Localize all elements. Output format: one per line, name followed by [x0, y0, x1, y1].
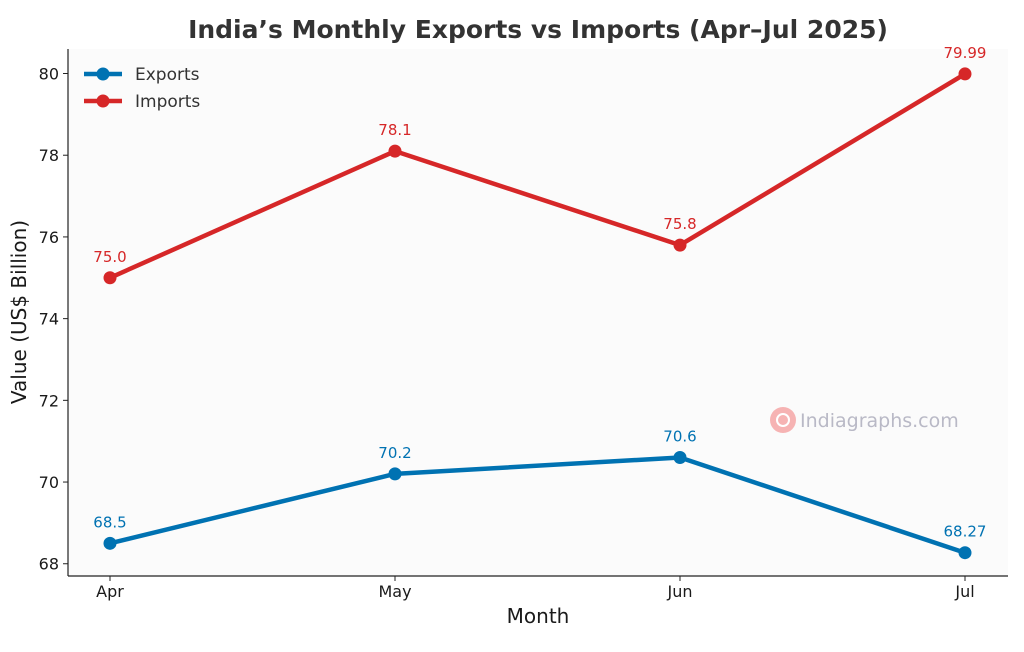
- plot-area: [68, 49, 1008, 576]
- series-imports: 75.0 78.1 75.8 79.99: [93, 44, 987, 285]
- watermark-logo-inner-icon: [776, 413, 790, 427]
- legend-item: Exports: [84, 65, 200, 85]
- x-tick-label: Jun: [667, 582, 693, 601]
- x-tick-label: May: [378, 582, 411, 601]
- legend-label: Imports: [135, 92, 200, 112]
- series-exports: 68.5 70.2 70.6 68.27: [93, 428, 986, 560]
- data-label: 79.99: [944, 44, 987, 62]
- y-tick-label: 74: [39, 310, 59, 329]
- y-tick-label: 72: [39, 391, 59, 410]
- data-label: 70.6: [663, 428, 696, 446]
- y-tick-label: 76: [39, 228, 59, 247]
- data-point: [103, 271, 117, 285]
- data-label: 75.8: [663, 215, 696, 233]
- y-tick-label: 70: [39, 473, 59, 492]
- y-axis-ticks: 68 70 72 74 76 78 80: [39, 65, 68, 574]
- legend-swatch-marker: [96, 67, 110, 81]
- series-layer: 68.5 70.2 70.6 68.27 75.0 78.1 75.8 79.99: [93, 44, 987, 560]
- y-tick-label: 80: [39, 65, 59, 84]
- chart-title: India’s Monthly Exports vs Imports (Apr–…: [188, 15, 888, 44]
- data-label: 70.2: [378, 444, 411, 462]
- data-point: [388, 144, 402, 158]
- legend-item: Imports: [84, 92, 200, 112]
- data-point: [388, 467, 402, 481]
- data-point: [958, 67, 972, 81]
- data-point: [673, 238, 687, 252]
- watermark: Indiagraphs.com: [770, 407, 959, 433]
- axes: [67, 49, 1008, 577]
- data-point: [958, 546, 972, 560]
- x-tick-label: Jul: [954, 582, 974, 601]
- legend-label: Exports: [135, 65, 200, 85]
- x-axis-ticks: Apr May Jun Jul: [96, 576, 975, 601]
- data-point: [103, 536, 117, 550]
- watermark-logo-icon: [770, 407, 796, 433]
- data-label: 68.5: [93, 513, 126, 531]
- data-label: 75.0: [93, 248, 126, 266]
- x-tick-label: Apr: [96, 582, 124, 601]
- legend-swatch-marker: [96, 94, 110, 108]
- y-tick-label: 68: [39, 555, 59, 574]
- data-point: [673, 451, 687, 465]
- data-label: 78.1: [378, 121, 411, 139]
- y-tick-label: 78: [39, 146, 59, 165]
- x-axis-label: Month: [507, 604, 570, 628]
- series-line: [107, 71, 968, 281]
- series-line: [107, 455, 968, 555]
- data-label: 68.27: [944, 523, 987, 541]
- watermark-text: Indiagraphs.com: [800, 410, 959, 432]
- y-axis-label: Value (US$ Billion): [7, 220, 31, 404]
- legend: Exports Imports: [84, 65, 200, 112]
